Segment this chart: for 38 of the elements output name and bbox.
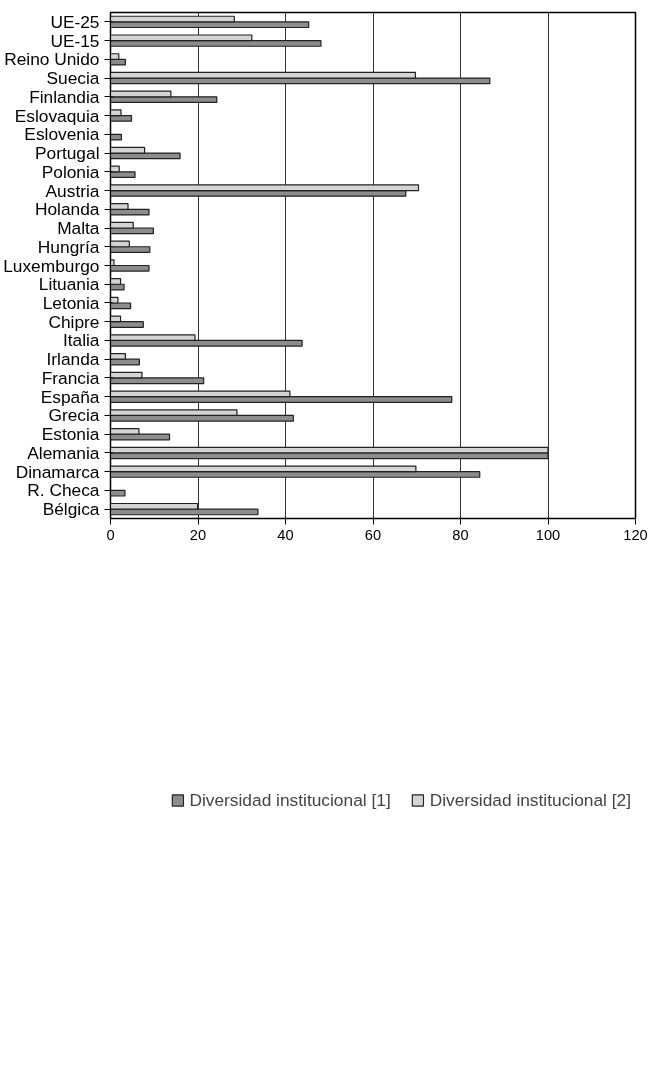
y-tick-label: Austria bbox=[45, 180, 100, 201]
x-tick-label: 20 bbox=[189, 526, 207, 543]
y-tick-label: Alemania bbox=[27, 442, 100, 463]
x-tick-label: 100 bbox=[535, 526, 561, 543]
y-tick-label: Eslovenia bbox=[24, 124, 100, 145]
y-tick-label: Chipre bbox=[48, 311, 100, 332]
bar bbox=[110, 133, 123, 141]
y-tick-label: Luxemburgo bbox=[3, 255, 100, 276]
y-tick-label: Hungría bbox=[37, 236, 100, 257]
y-tick-label: Holanda bbox=[34, 199, 100, 220]
legend-label: Diversidad institucional [1] bbox=[189, 789, 391, 811]
x-tick-label: 80 bbox=[452, 526, 469, 543]
bar bbox=[110, 489, 126, 497]
y-tick-label: UE-15 bbox=[50, 30, 100, 51]
x-tick-label: 0 bbox=[106, 526, 115, 543]
y-tick-label: Lituania bbox=[38, 274, 100, 295]
y-tick-label: R. Checa bbox=[27, 480, 100, 501]
y-tick-label: Italia bbox=[62, 330, 100, 351]
y-tick-label: Bélgica bbox=[42, 499, 100, 520]
y-tick-label: Finlandia bbox=[29, 86, 100, 107]
y-tick-label: Eslovaquia bbox=[14, 105, 100, 126]
legend-label: Diversidad institucional [2] bbox=[429, 789, 631, 811]
x-tick-label: 60 bbox=[364, 526, 382, 543]
y-tick-label: Reino Unido bbox=[4, 49, 100, 70]
y-tick-label: Malta bbox=[57, 218, 100, 239]
y-tick-label: Grecia bbox=[48, 405, 100, 426]
y-tick-label: España bbox=[40, 386, 100, 407]
y-tick-label: Estonia bbox=[41, 424, 100, 445]
y-tick-label: Letonia bbox=[42, 292, 100, 313]
y-tick-label: Irlanda bbox=[46, 349, 100, 370]
y-tick-label: Francia bbox=[41, 367, 100, 388]
x-tick-label: 40 bbox=[277, 526, 294, 543]
y-tick-label: Polonia bbox=[41, 161, 100, 182]
y-tick-label: Portugal bbox=[34, 143, 100, 164]
y-tick-label: Dinamarca bbox=[15, 461, 100, 482]
x-tick-label: 120 bbox=[623, 526, 648, 543]
y-tick-label: Suecia bbox=[46, 68, 100, 89]
y-tick-label: UE-25 bbox=[50, 11, 100, 32]
